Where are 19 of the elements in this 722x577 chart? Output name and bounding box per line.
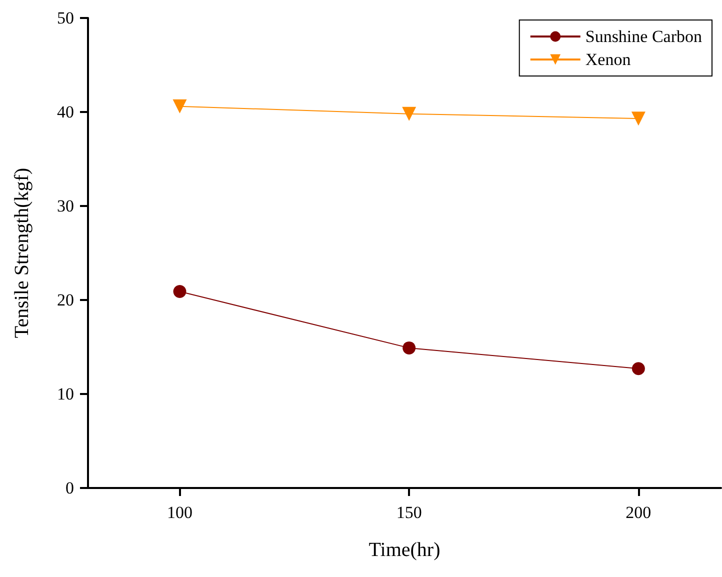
point (173, 285, 186, 298)
y-tick-label: 50 (57, 8, 74, 28)
point (632, 362, 645, 376)
legend-label: Xenon (585, 50, 632, 69)
point (631, 112, 646, 126)
legend-label: Sunshine Carbon (585, 27, 702, 46)
x-tick-label: 150 (396, 503, 422, 522)
x-axis-title: Time(hr) (368, 539, 440, 561)
y-tick-label: 10 (57, 384, 74, 404)
y-axis-title: Tensile Strength(kgf) (11, 168, 33, 338)
y-tick-label: 30 (57, 196, 74, 216)
point (172, 99, 187, 114)
point (402, 106, 416, 121)
y-tick-label: 0 (66, 478, 74, 498)
y-tick-label: 20 (57, 290, 74, 310)
y-tick-label: 40 (57, 102, 74, 122)
x-tick-label: 200 (626, 503, 652, 522)
point (402, 341, 416, 354)
x-tick-label: 100 (166, 503, 192, 522)
